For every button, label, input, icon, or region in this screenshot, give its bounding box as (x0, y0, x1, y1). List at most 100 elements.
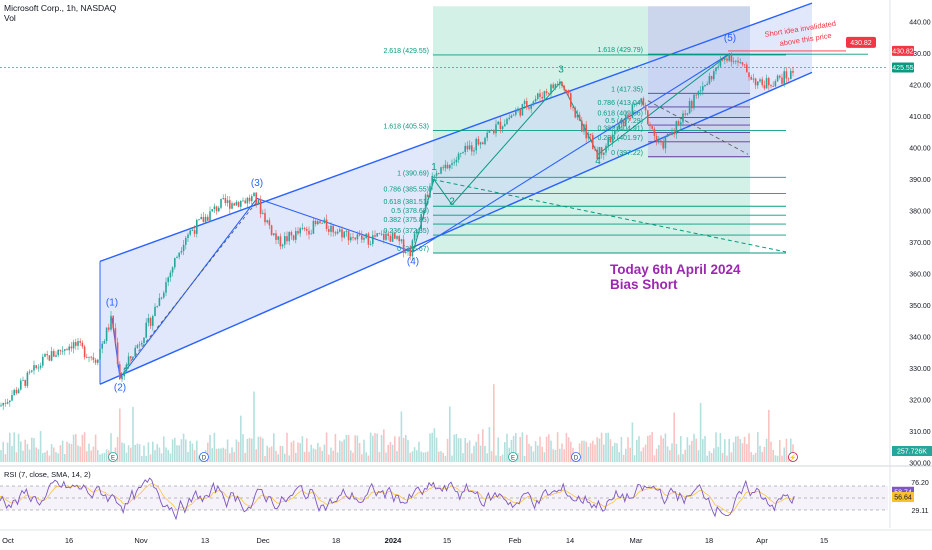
volume-bar (171, 439, 174, 462)
candle-body (488, 130, 491, 133)
candle-body (631, 104, 634, 119)
candle-body (675, 121, 678, 135)
candle-body (691, 101, 693, 109)
candle-body (343, 231, 345, 238)
candle-body (226, 200, 229, 203)
volume-bar (677, 454, 680, 462)
volume-bar (156, 444, 158, 462)
volume-bar (554, 449, 557, 462)
volume-bar (655, 448, 658, 462)
volume-bar (435, 437, 438, 462)
candle-body (741, 62, 744, 65)
volume-bar (167, 449, 169, 462)
candle-body (352, 237, 354, 239)
candle-body (354, 237, 356, 240)
candle-body (501, 126, 504, 129)
volume-bar (688, 444, 691, 462)
volume-bar (658, 445, 660, 462)
volume-bar (123, 443, 125, 462)
candle-body (79, 341, 81, 343)
volume-bar (209, 434, 211, 462)
candle-body (715, 67, 717, 72)
candle-body (616, 129, 618, 131)
volume-bar (143, 445, 145, 462)
volume-bar (499, 455, 502, 462)
channel-upper-line[interactable] (99, 2, 813, 263)
volume-bar (147, 442, 150, 462)
event-marker[interactable] (199, 452, 209, 462)
price-tick: 300.00 (909, 461, 931, 468)
candle-body (424, 194, 427, 211)
volume-bar (325, 432, 328, 462)
candle-body (792, 70, 794, 73)
candle-body (317, 221, 319, 225)
candle-body (160, 297, 163, 299)
volume-bar (539, 436, 541, 462)
volume-bar (402, 437, 405, 462)
candle-body (537, 93, 539, 99)
volume-bar (207, 442, 209, 462)
candle-body (693, 94, 695, 109)
volume-bar (299, 443, 301, 462)
volume-bar (713, 448, 715, 462)
candle-body (242, 200, 244, 202)
price-tick: 330.00 (909, 366, 931, 373)
volume-bar (517, 453, 519, 462)
wave-label: (3) (251, 178, 263, 189)
volume-bar (565, 432, 568, 462)
fib-label-right: 0 (397.22) (611, 150, 643, 157)
fib-label-right: 0.236 (401.97) (597, 135, 643, 142)
channel-lower-line[interactable] (99, 71, 813, 385)
candle-body (125, 364, 128, 372)
candle-body (334, 232, 337, 234)
volume-bar (145, 455, 147, 462)
note-line2: Bias Short (610, 277, 678, 292)
candle-body (374, 235, 376, 237)
candle-body (163, 292, 165, 298)
candle-body (176, 256, 178, 259)
volume-bar (154, 450, 156, 462)
volume-bar (378, 451, 381, 462)
volume-bar (42, 452, 44, 462)
volume-bar (248, 437, 251, 462)
candle-body (688, 101, 691, 114)
volume-bar (303, 451, 306, 462)
candle-body (61, 350, 64, 352)
volume-bar (598, 438, 601, 462)
candle-body (600, 147, 603, 155)
time-tick: 18 (332, 536, 340, 545)
candle-body (244, 200, 246, 204)
candle-body (200, 216, 202, 220)
volume-bar (119, 408, 121, 462)
candle-body (521, 104, 524, 116)
event-marker[interactable] (788, 452, 798, 462)
volume-bar (666, 446, 669, 462)
candle-body (292, 235, 295, 240)
event-marker[interactable] (508, 452, 518, 462)
candle-body (262, 212, 264, 214)
event-marker[interactable] (108, 452, 118, 462)
candle-body (42, 356, 44, 366)
candle-body (477, 138, 480, 145)
price-tick: 350.00 (909, 303, 931, 310)
candle-body (31, 370, 33, 372)
volume-bar (526, 434, 528, 462)
candle-body (499, 121, 502, 129)
symbol-title[interactable]: Microsoft Corp., 1h, NASDAQ (4, 3, 117, 13)
candle-body (420, 213, 422, 229)
volume-bar (541, 446, 543, 462)
candle-body (295, 231, 297, 240)
candle-body (108, 327, 110, 330)
volume-bar (790, 438, 792, 462)
candle-body (24, 379, 26, 386)
volume-bar (781, 455, 783, 462)
candle-body (567, 90, 570, 94)
candle-body (545, 91, 548, 93)
candle-body (365, 233, 367, 238)
volume-bar (246, 438, 249, 462)
candle-body (455, 159, 458, 163)
volume-bar (497, 437, 499, 462)
event-marker[interactable] (571, 452, 581, 462)
volume-bar (321, 450, 323, 462)
